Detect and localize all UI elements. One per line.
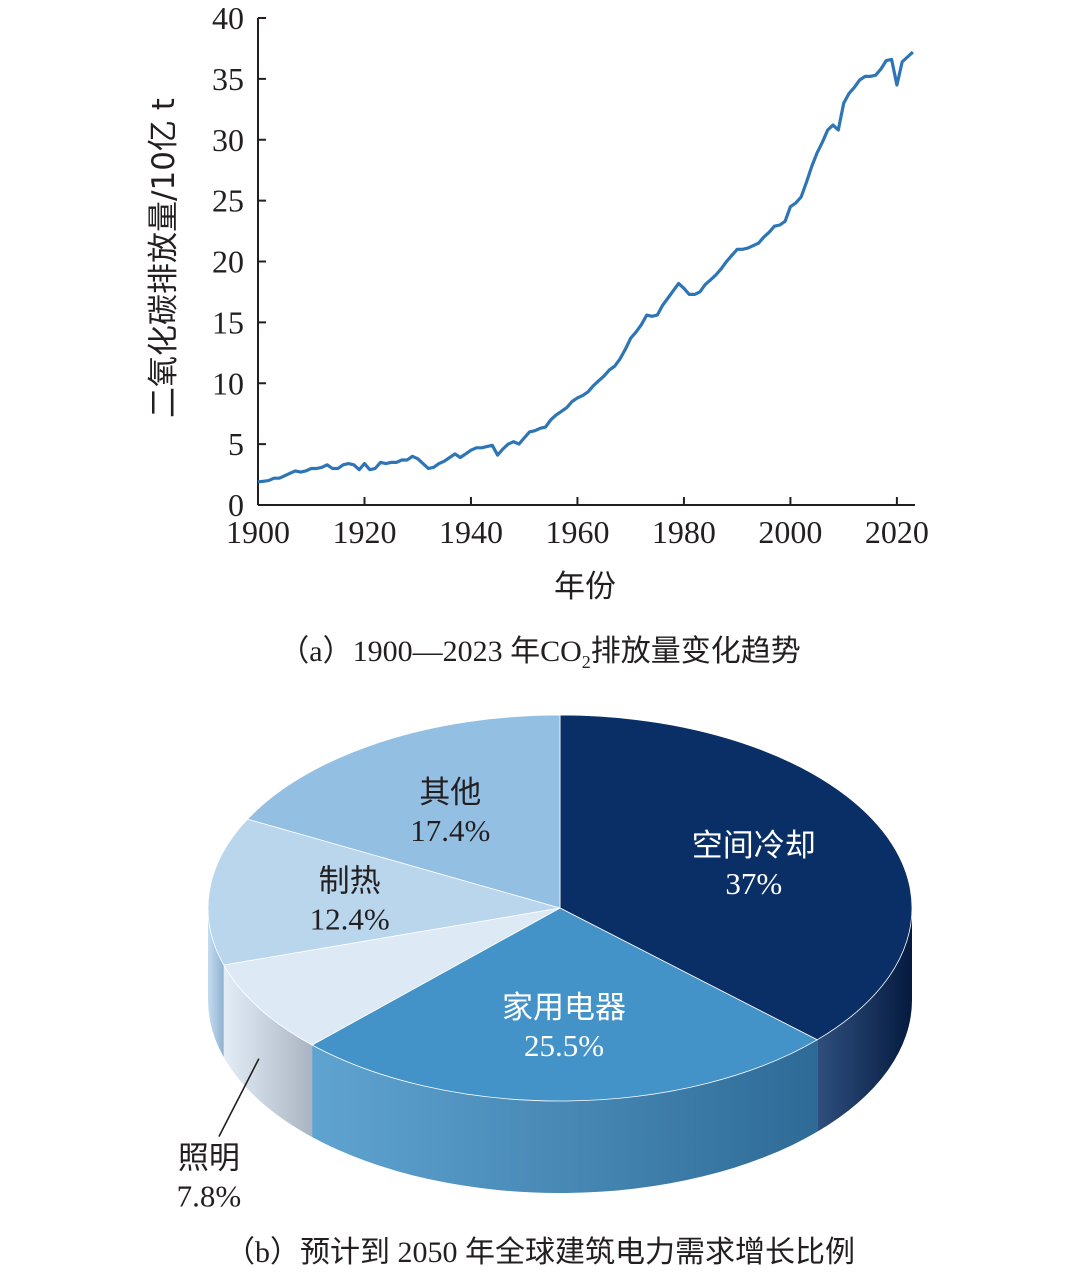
pie-slice xyxy=(311,907,818,1102)
y-tick-label: 25 xyxy=(212,183,244,219)
caption-b: （b）预计到 2050 年全球建筑电力需求增长比例 xyxy=(225,1236,855,1269)
y-tick-label: 20 xyxy=(212,244,244,280)
caption-a: （a）1900—2023 年CO2排放量变化趋势 xyxy=(279,635,801,672)
caption-a-prefix: （a）1900—2023 年CO xyxy=(279,635,582,668)
y-tick-label: 40 xyxy=(212,0,244,36)
line-chart: 0 5 10 15 20 25 30 35 40 1900 1920 1940 1960 1980 200… xyxy=(146,0,929,672)
series-line xyxy=(257,50,914,484)
x-tick-label: 1960 xyxy=(545,514,609,550)
slice-value: 7.8% xyxy=(177,1179,242,1214)
leader-line xyxy=(218,1058,260,1137)
pie-side-segment xyxy=(223,964,313,1138)
x-tick-label: 1900 xyxy=(226,514,290,550)
x-axis-label: 年份 xyxy=(554,569,616,605)
y-tick-label: 10 xyxy=(212,365,244,401)
x-tick-label: 1980 xyxy=(652,514,716,550)
pie-slice xyxy=(246,714,561,909)
pie-side-segment xyxy=(312,1039,818,1194)
y-axis-label: 二氧化碳排放量/10亿 t xyxy=(146,98,182,418)
axes xyxy=(257,18,915,506)
pie-slice xyxy=(223,907,561,1046)
pie-side-segment xyxy=(208,908,224,1057)
slice-label: 空间冷却 xyxy=(692,828,816,864)
x-tick-label: 2000 xyxy=(758,514,822,550)
slice-label: 制热 xyxy=(319,864,381,900)
plot-area xyxy=(257,50,914,484)
y-axis-ticks: 0 5 10 15 20 25 30 35 40 xyxy=(212,0,266,523)
caption-a-suffix: 排放量变化趋势 xyxy=(591,635,801,668)
y-tick-label: 30 xyxy=(212,122,244,158)
slice-label: 家用电器 xyxy=(502,990,626,1026)
slice-label: 照明 xyxy=(178,1141,240,1177)
y-tick-label: 0 xyxy=(228,487,244,523)
slice-value: 25.5% xyxy=(524,1028,604,1063)
pie-side-segment xyxy=(817,908,912,1132)
slice-value: 17.4% xyxy=(410,813,490,848)
slice-value: 12.4% xyxy=(310,902,390,937)
pie-slice xyxy=(207,818,561,966)
x-tick-label: 2020 xyxy=(865,514,929,550)
x-tick-label: 1920 xyxy=(332,514,396,550)
x-axis-ticks: 1900 1920 1940 1960 1980 2000 2020 xyxy=(226,497,929,550)
y-tick-label: 15 xyxy=(212,304,244,340)
pie-slice xyxy=(559,714,913,1041)
caption-a-subscript: 2 xyxy=(582,652,591,672)
x-tick-label: 1940 xyxy=(439,514,503,550)
slice-label: 其他 xyxy=(419,775,481,811)
slice-value: 37% xyxy=(725,866,782,901)
pie-tops xyxy=(207,714,913,1102)
y-tick-label: 5 xyxy=(228,426,244,462)
y-tick-label: 35 xyxy=(212,61,244,97)
pie-sides xyxy=(208,908,912,1194)
